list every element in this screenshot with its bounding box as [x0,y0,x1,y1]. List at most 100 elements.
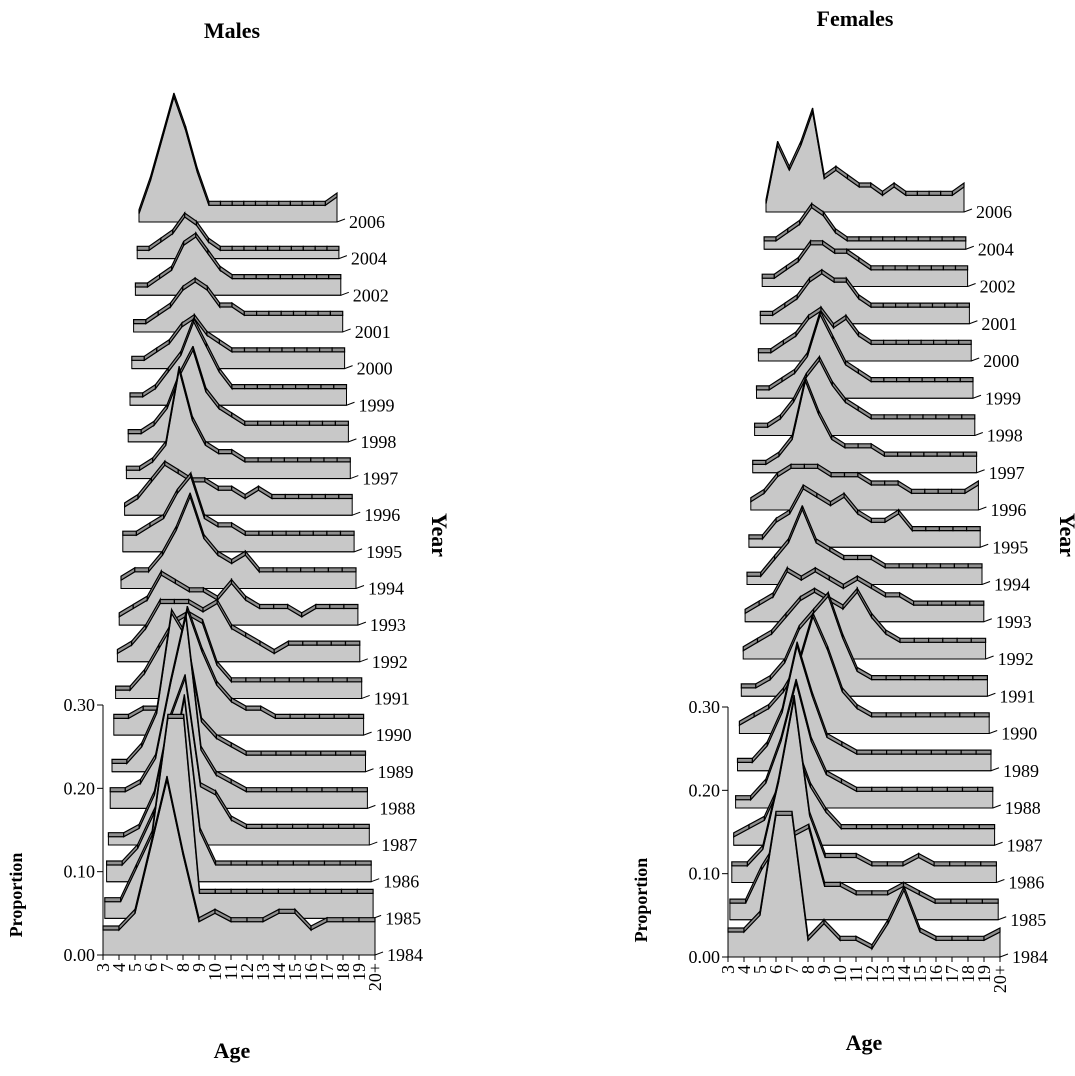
females-ribbon-1995-19 [966,526,981,532]
females-ribbon-1996-12 [870,480,886,486]
females-year-label-1987: 1987 [1007,835,1043,855]
females-ribbon-1996-19 [964,479,979,495]
females-year-tick-1989 [990,767,1000,772]
females-ribbon-1984-3 [727,927,745,933]
males-ribbon-1995-17 [312,530,328,536]
females-ribbon-1991-12 [871,675,887,681]
females-ribbon-1991-14 [899,675,916,681]
males-ribbon-1994-17 [313,567,329,573]
males-year-label-1998: 1998 [360,432,396,452]
males-ribbon-1988-12 [245,787,263,793]
females-ribbon-2004-10 [846,236,860,242]
males-year-label-1994: 1994 [368,579,404,599]
females-year-tick-1984 [999,953,1009,958]
males-ribbon-1993-18 [329,603,345,610]
females-ribbon-2000-16 [920,339,935,345]
males-year-label-1988: 1988 [379,798,415,818]
males-year-label-2000: 2000 [357,359,393,379]
females-ribbon-1990-12 [871,712,887,718]
males-ribbon-1987-15 [292,823,309,829]
males-year-tick-1991 [361,694,370,699]
females-row-1984: 1984 [727,810,1048,967]
males-ribbon-1994-16 [300,567,316,573]
males-x-tick-label-20+: 20+ [365,963,385,991]
males-ribbon-1999-3 [129,392,144,398]
males-ribbon-1998-12 [244,420,259,426]
males-ribbon-1993-17 [315,603,331,610]
males-year-label-1993: 1993 [370,615,406,635]
males-x-tick-label-8: 8 [173,963,193,972]
males-ribbon-1987-19 [353,823,370,829]
females-year-tick-2004 [965,245,974,250]
males-ribbon-1991-15 [288,677,305,683]
females-ribbon-2001-18 [944,302,958,308]
males-ribbon-1986-10 [215,860,232,866]
females-ribbon-1999-16 [921,377,936,383]
females-ribbon-2002-19 [954,265,969,271]
males-ribbon-1996-16 [298,493,313,500]
females-ribbon-1999-12 [870,377,885,383]
males-ribbon-1992-6 [159,598,175,605]
females-ribbon-1992-17 [942,637,958,643]
males-year-tick-1999 [346,401,355,406]
males-ribbon-2004-11 [231,245,245,251]
males-ribbon-1994-18 [327,567,343,573]
females-year-label-2000: 2000 [983,351,1019,371]
males-year-label-1995: 1995 [366,542,402,562]
males-ribbon-1991-18 [332,677,348,683]
females-ribbon-1986-16 [933,861,951,867]
males-x-tick-label-12: 12 [237,963,257,981]
females-ribbon-1990-15 [915,712,931,718]
males-ribbon-1997-19 [336,457,351,463]
males-ribbon-1985-10 [214,888,232,894]
males-ribbon-1999-15 [282,384,297,390]
males-ribbon-2000-18 [319,347,333,353]
males-year-label-2002: 2002 [353,285,389,305]
males-ribbon-2006-14 [266,200,280,206]
females-ribbon-1995-12 [870,517,886,523]
females-ribbon-1995-18 [952,526,968,532]
females-x-tick-label-9: 9 [814,965,834,974]
males-ribbon-1998-14 [270,420,285,426]
females-ribbon-1997-10 [844,443,859,449]
males-ribbon-2006-15 [278,200,291,206]
females-ribbon-1998-17 [935,414,950,420]
males-y-axis-title: Proportion [6,853,26,938]
females-x-tick-label-13: 13 [878,965,898,983]
females-ribbon-2001-9 [833,277,847,283]
females-ribbon-1985-18 [966,898,983,904]
males-x-tick-label-15: 15 [285,963,305,981]
females-ribbon-2001-12 [870,302,884,308]
females-ribbon-1994-11 [857,554,872,561]
males-ribbon-2006-17 [301,200,315,206]
males-ribbon-1990-18 [333,713,350,719]
females-x-tick-label-19: 19 [974,965,994,983]
males-year-label-1997: 1997 [362,469,398,489]
males-ribbon-1992-19 [344,640,361,646]
males-ribbon-1989-13 [260,750,277,756]
males-ribbon-2004-12 [243,245,257,251]
males-x-tick-label-6: 6 [141,963,161,972]
females-ribbon-1988-11 [856,786,873,792]
females-ribbon-1988-14 [901,786,918,792]
males-ribbon-1988-14 [276,787,293,793]
females-ribbon-1994-14 [898,563,914,569]
females-ribbon-1989-16 [930,749,947,755]
females-ribbon-1992-15 [913,637,930,643]
males-ribbon-2001-10 [219,302,233,308]
males-ribbon-1984-19 [358,917,376,923]
males-ribbon-2002-3 [134,282,149,288]
females-year-tick-1993 [983,618,992,623]
females-ribbon-2002-16 [918,265,932,271]
males-ribbon-1995-16 [299,530,314,536]
females-ribbon-1986-12 [871,861,888,867]
males-ribbon-2006-11 [231,200,245,206]
females-ribbon-1995-3 [748,534,764,540]
males-ribbon-1996-14 [271,493,286,500]
males-ribbon-1996-19 [338,493,353,500]
females-ribbon-2001-19 [956,302,970,308]
females-x-tick-label-5: 5 [750,965,770,974]
females-ribbon-2006-19 [951,181,965,197]
females-ribbon-1997-14 [897,451,912,457]
